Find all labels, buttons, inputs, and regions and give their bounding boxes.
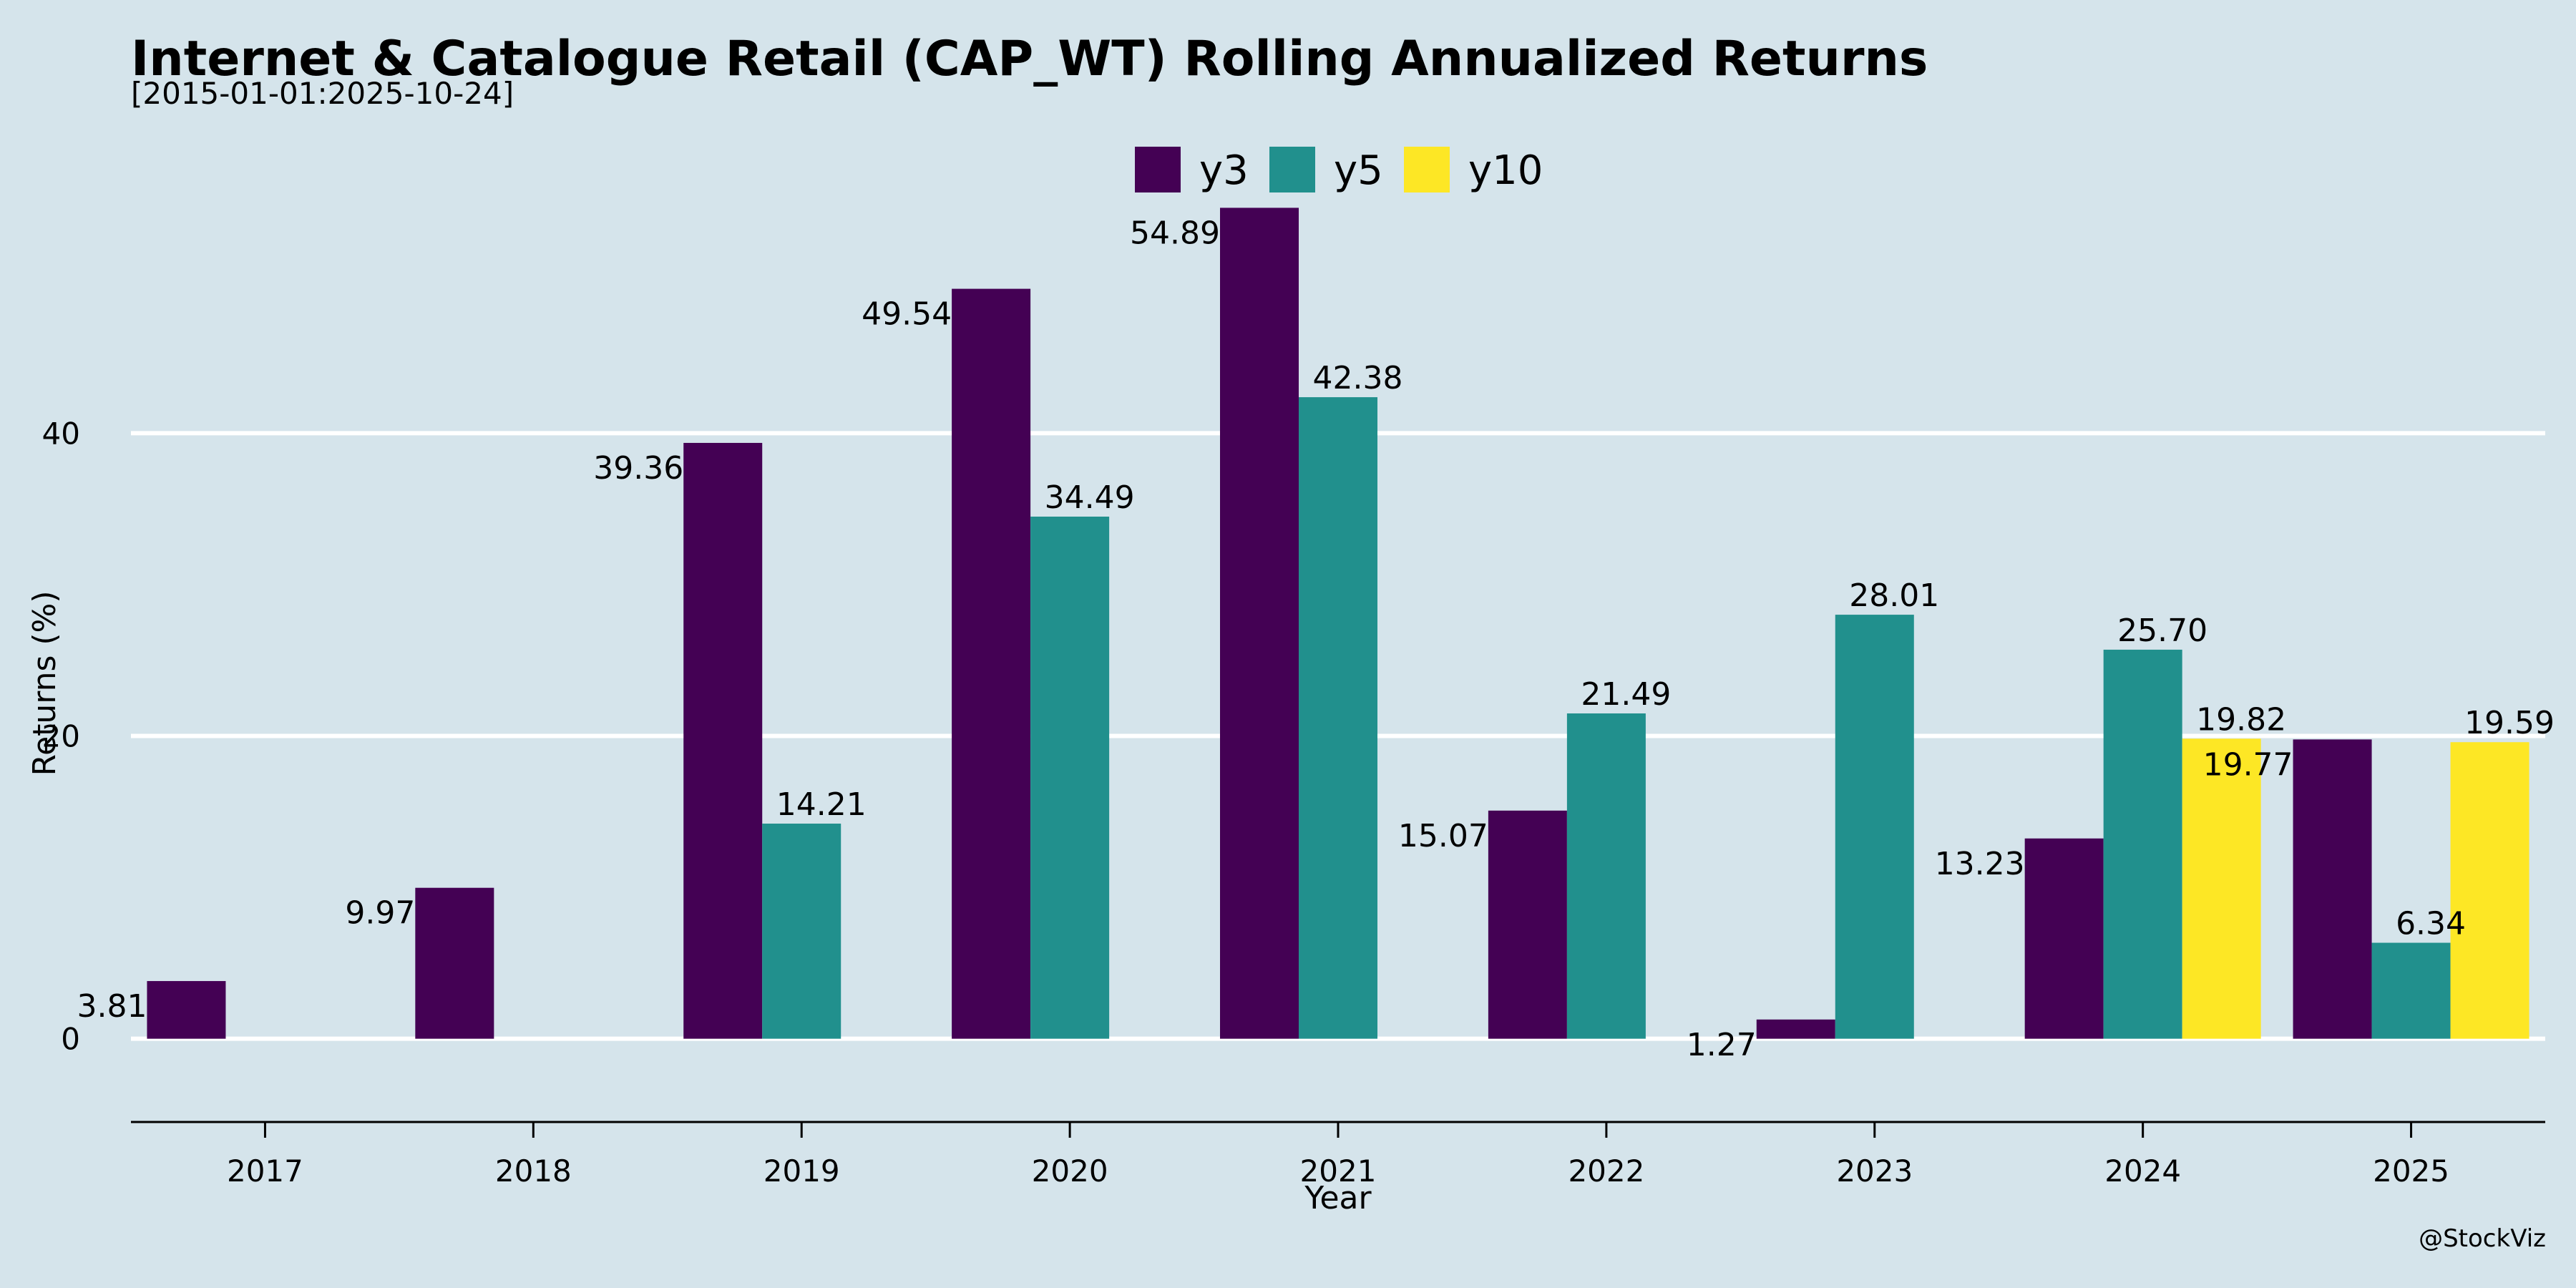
data-label-y5-2022: 21.49 (1581, 676, 1671, 713)
bar-y3-2018 (415, 887, 494, 1039)
data-label-y3-2025: 19.77 (2203, 746, 2293, 783)
data-label-y3-2024: 13.23 (1935, 846, 2025, 882)
bar-y5-2020 (1030, 516, 1110, 1039)
bar-y3-2021 (1220, 208, 1299, 1039)
data-label-y3-2023: 1.27 (1687, 1027, 1757, 1063)
bar-y3-2020 (952, 288, 1031, 1039)
x-tick-label: 2018 (495, 1153, 572, 1189)
bar-y3-2022 (1488, 810, 1567, 1039)
data-label-y5-2024: 25.70 (2117, 613, 2207, 649)
chart-title: Internet & Catalogue Retail (CAP_WT) Rol… (131, 31, 1928, 87)
bar-y10-2025 (2450, 742, 2529, 1039)
data-label-y3-2018: 9.97 (345, 895, 415, 932)
data-label-y5-2020: 34.49 (1045, 479, 1135, 516)
bars (147, 208, 2529, 1039)
data-label-y3-2019: 39.36 (593, 450, 683, 487)
data-label-y10-2024: 19.82 (2196, 701, 2286, 738)
bar-y3-2025 (2293, 739, 2372, 1039)
bar-y3-2024 (2024, 838, 2104, 1039)
legend: y3 y5 y10 (1135, 147, 1543, 194)
x-tick-label: 2022 (1568, 1153, 1644, 1189)
y-tick-label: 20 (42, 719, 80, 754)
x-tick-label: 2020 (1032, 1153, 1108, 1189)
legend-swatch-y3 (1135, 147, 1181, 192)
data-label-y3-2021: 54.89 (1130, 215, 1220, 251)
data-label-y10-2025: 19.59 (2464, 705, 2555, 741)
y-axis-label: Returns (%) (26, 590, 63, 776)
x-tick-label: 2023 (1836, 1153, 1913, 1189)
bar-y5-2019 (762, 824, 841, 1039)
x-tick-label: 2017 (227, 1153, 303, 1189)
legend-label-y5: y5 (1334, 147, 1383, 194)
data-label-y5-2019: 14.21 (776, 786, 867, 823)
data-label-y3-2017: 3.81 (77, 988, 147, 1025)
x-tick-label: 2024 (2104, 1153, 2181, 1189)
y-tick-label: 0 (61, 1022, 80, 1057)
bar-y5-2022 (1566, 713, 1646, 1039)
bar-y5-2021 (1299, 397, 1377, 1039)
x-tick-label: 2025 (2373, 1153, 2449, 1189)
legend-swatch-y5 (1269, 147, 1315, 192)
y-axis: 0 20 40 (42, 416, 80, 1056)
credit-text: @StockViz (2419, 1224, 2546, 1253)
bar-y10-2024 (2182, 738, 2261, 1039)
bar-y3-2023 (1756, 1019, 1835, 1039)
legend-label-y10: y10 (1468, 147, 1543, 194)
x-tick-label: 2021 (1300, 1153, 1377, 1189)
bar-y3-2019 (683, 442, 763, 1039)
x-tick-label: 2019 (763, 1153, 840, 1189)
data-label-y5-2023: 28.01 (1849, 577, 1939, 614)
chart-subtitle: [2015-01-01:2025-10-24] (131, 76, 514, 111)
data-label-y3-2022: 15.07 (1398, 818, 1488, 854)
legend-swatch-y10 (1404, 147, 1450, 192)
bar-y5-2024 (2103, 649, 2182, 1039)
legend-label-y3: y3 (1199, 147, 1249, 194)
x-axis-label: Year (1304, 1180, 1372, 1216)
data-label-y5-2021: 42.38 (1313, 360, 1403, 396)
data-labels: 3.81 9.97 39.36 14.21 49.54 34.49 54.89 42.38 15… (77, 215, 2555, 1063)
bar-y5-2025 (2371, 942, 2451, 1039)
data-label-y3-2020: 49.54 (862, 296, 952, 333)
data-label-y5-2025: 6.34 (2396, 906, 2466, 942)
bar-y5-2023 (1835, 615, 1914, 1039)
y-tick-label: 40 (42, 416, 80, 451)
bar-y3-2017 (147, 981, 226, 1039)
x-axis: 2017 2018 2019 2020 2021 2022 2023 2024 2025 (131, 1121, 2545, 1189)
